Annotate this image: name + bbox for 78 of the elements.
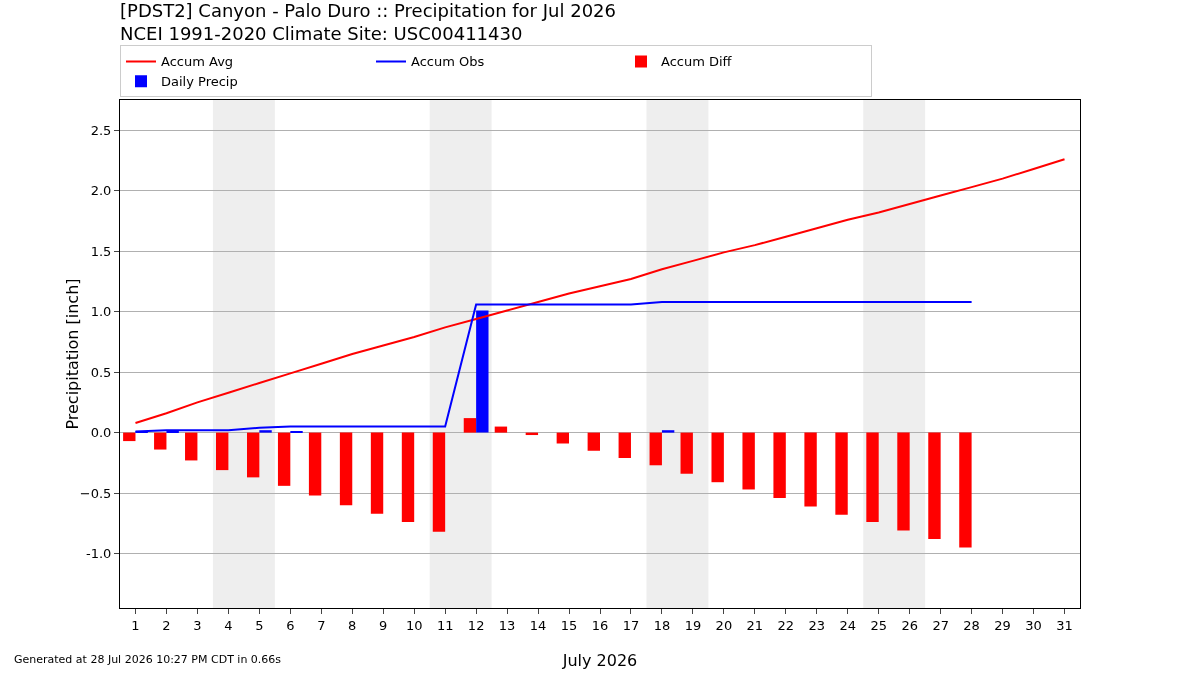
bar xyxy=(649,432,662,466)
y-tick-label: −0.5 xyxy=(79,485,112,501)
bar xyxy=(370,432,384,514)
legend-label: Accum Diff xyxy=(661,54,733,70)
x-tick-label: 12 xyxy=(467,617,485,633)
bar xyxy=(928,432,941,540)
x-tick-label: 30 xyxy=(1025,617,1042,633)
line-series xyxy=(134,300,973,433)
text: Generated at 28 Jul 2026 10:27 PM CDT in 0.66s xyxy=(14,653,282,666)
legend-label: Daily Precip xyxy=(161,74,238,90)
bar xyxy=(494,426,508,433)
x-tick-label: 14 xyxy=(529,617,547,633)
bar xyxy=(959,432,972,548)
y-tick-label: 2.0 xyxy=(90,183,112,199)
bar xyxy=(835,432,848,515)
x-tick-label: 26 xyxy=(901,617,918,633)
bar xyxy=(661,430,675,433)
bar xyxy=(401,432,415,523)
bar xyxy=(804,432,817,507)
line-series xyxy=(134,158,1066,424)
x-tick-label: 13 xyxy=(498,617,516,633)
bar xyxy=(216,432,229,471)
bar xyxy=(711,432,724,483)
x-tick-label: 9 xyxy=(379,617,388,633)
x-tick-label: 1 xyxy=(131,617,140,633)
bar xyxy=(432,432,446,532)
y-axis-title: Precipitation [inch] xyxy=(63,278,82,430)
x-tick-label: 8 xyxy=(348,617,357,633)
x-tick-label: 15 xyxy=(560,617,578,633)
y-tick-label: 1.5 xyxy=(90,243,112,259)
x-tick-label: 3 xyxy=(193,617,202,633)
bar xyxy=(154,432,167,450)
x-tick-label: 24 xyxy=(839,617,857,633)
x-tick-label: 20 xyxy=(715,617,733,633)
bar xyxy=(897,432,910,531)
x-tick-label: 29 xyxy=(994,617,1011,633)
bar xyxy=(123,432,136,442)
bar xyxy=(618,432,631,459)
chart-title: [PDST2] Canyon - Palo Duro :: Precipitation for Jul 2026 xyxy=(120,0,616,21)
x-tick-label: 19 xyxy=(684,617,702,633)
x-tick-label: 2 xyxy=(162,617,171,633)
x-tick-label: 22 xyxy=(777,617,795,633)
x-tick-label: 31 xyxy=(1056,617,1073,633)
x-tick-label: 16 xyxy=(591,617,609,633)
bar xyxy=(463,418,477,433)
x-axis-title: July 2026 xyxy=(561,651,638,670)
bar xyxy=(185,432,198,461)
y-tick-label: 2.5 xyxy=(90,122,112,138)
y-tick-label: 0.5 xyxy=(90,364,112,380)
bar xyxy=(339,432,353,506)
bar xyxy=(556,432,570,444)
bar xyxy=(742,432,755,490)
chart-subtitle: NCEI 1991-2020 Climate Site: USC00411430 xyxy=(120,23,523,45)
x-tick-label: 25 xyxy=(870,617,887,633)
y-tick-label: 1.0 xyxy=(90,304,112,320)
x-tick-label: 27 xyxy=(932,617,949,633)
x-tick-label: 17 xyxy=(622,617,640,633)
x-tick-label: 10 xyxy=(405,617,423,633)
y-tick-label: -1.0 xyxy=(86,546,112,562)
bar xyxy=(587,432,600,451)
x-tick-label: 23 xyxy=(808,617,826,633)
bar xyxy=(773,432,786,498)
bar xyxy=(246,432,260,478)
x-tick-label: 7 xyxy=(317,617,326,633)
bar xyxy=(866,432,879,523)
x-tick-label: 21 xyxy=(746,617,764,633)
y-tick-label: 0.0 xyxy=(90,425,112,441)
x-tick-label: 11 xyxy=(436,617,454,633)
legend-label: Accum Obs xyxy=(411,54,485,70)
bar xyxy=(308,432,322,496)
x-tick-label: 5 xyxy=(255,617,264,633)
x-tick-label: 4 xyxy=(224,617,233,633)
legend-label: Accum Avg xyxy=(161,54,234,70)
bar xyxy=(680,432,693,474)
x-tick-label: 18 xyxy=(653,617,671,633)
x-tick-label: 6 xyxy=(286,617,295,633)
x-tick-label: 28 xyxy=(963,617,980,633)
bar xyxy=(277,432,291,486)
